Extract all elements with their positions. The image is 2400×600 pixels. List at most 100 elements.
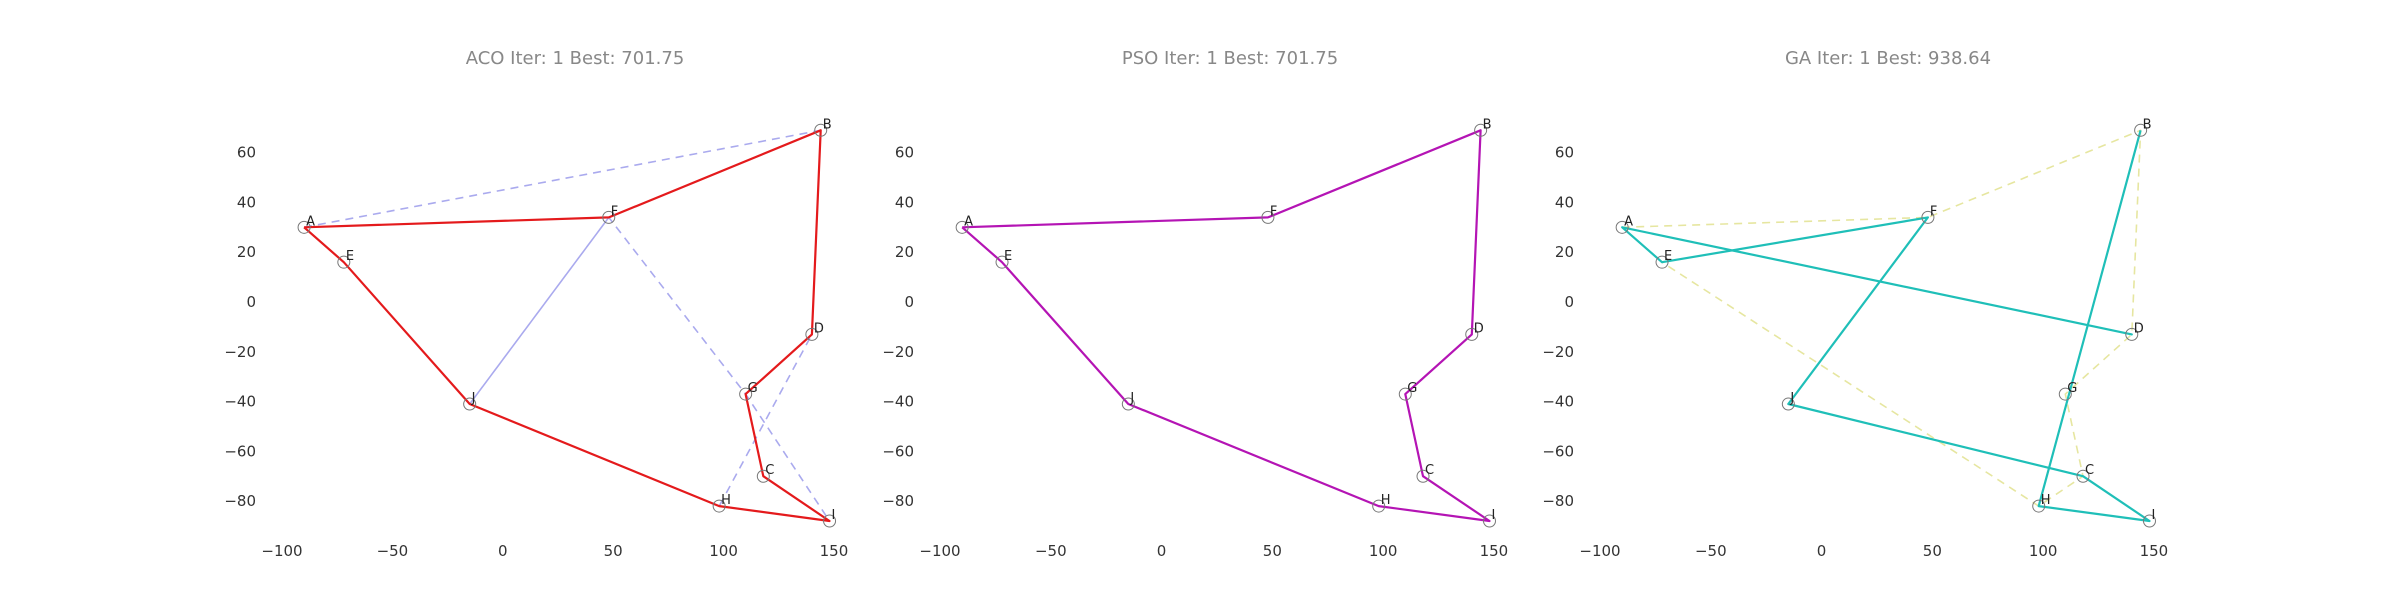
ga-city-label: E [1664,249,1672,264]
aco-city-label: F [611,204,618,219]
pso-xtick-label: −100 [919,542,960,560]
ga-city-marker [1655,255,1669,269]
pso-ytick-label: 0 [904,293,914,311]
pso-city-label: H [1381,493,1391,508]
pso-xtick-label: 150 [1480,542,1509,560]
aco-city-label: B [823,117,832,132]
pso-city-label: B [1483,117,1492,132]
aco-routes [303,129,831,523]
aco-ytick-label: 40 [237,193,256,211]
aco-city-label: I [832,508,836,523]
ga-city-label: D [2134,321,2144,336]
ga-city-marker [2058,387,2072,401]
aco-solid-route [303,129,831,523]
pso-solid-route [961,129,1491,523]
ga-city-label: C [2085,463,2094,478]
pso-cities: A B C D E F G H I J [955,117,1496,528]
aco-city-label: A [306,214,315,229]
aco-axes: −100 −50 0 50 100 150 60 40 20 0 −20 −40 −60 −80 [224,144,848,560]
aco-city-marker [463,397,477,411]
ga-xtick-label: 0 [1817,542,1827,560]
ga-title: GA Iter: 1 Best: 938.64 [1785,48,1991,69]
aco-city-marker [337,255,351,269]
ga-solid-route [1621,130,2151,523]
aco-city-marker [805,327,819,341]
pso-ytick-label: 40 [895,193,914,211]
ga-ytick-label: −80 [1542,492,1574,510]
aco-city-marker [823,514,837,528]
aco-ytick-label: 60 [237,144,256,162]
aco-city-marker [739,387,753,401]
pso-ytick-label: 20 [895,243,914,261]
aco-city-marker [756,469,770,483]
ga-xtick-label: −100 [1579,542,1620,560]
ga-city-marker [2142,514,2156,528]
ga-ytick-label: 40 [1555,193,1574,211]
aco-xtick-label: 100 [709,542,738,560]
aco-city-label: C [765,463,774,478]
pso-xtick-label: 50 [1263,542,1282,560]
aco-ytick-label: 20 [237,243,256,261]
aco-ytick-label: −60 [224,442,256,460]
ga-ytick-label: 0 [1564,293,1574,311]
pso-city-marker [955,220,969,234]
pso-ytick-label: −60 [882,442,914,460]
pso-city-marker [995,255,1009,269]
aco-city-marker [602,210,616,224]
pso-city-marker [1474,123,1488,137]
pso-axes: −100 −50 0 50 100 150 60 40 20 0 −20 −40 −60 −80 [882,144,1508,560]
aco-xtick-label: −100 [261,542,302,560]
pso-city-label: G [1407,381,1417,396]
panel-ga: GA Iter: 1 Best: 938.64 −100 −50 0 50 100 150… [1542,48,2168,560]
ga-city-marker [1921,210,1935,224]
pso-city-marker [1482,514,1496,528]
ga-city-label: I [2151,508,2155,523]
aco-ytick-label: 0 [246,293,256,311]
aco-ytick-label: −40 [224,393,256,411]
ga-city-marker [2032,499,2046,513]
aco-xtick-label: −50 [377,542,409,560]
ga-city-marker [2134,123,2148,137]
aco-title: ACO Iter: 1 Best: 701.75 [466,48,685,69]
ga-city-marker [2125,327,2139,341]
ga-ytick-label: −20 [1542,343,1574,361]
ga-routes [1621,129,2151,523]
pso-city-label: F [1270,204,1277,219]
pso-city-marker [1261,210,1275,224]
ga-city-label: F [1930,204,1937,219]
pso-city-label: J [1129,391,1134,406]
ga-ytick-label: −40 [1542,393,1574,411]
pso-xtick-label: −50 [1035,542,1067,560]
aco-xtick-label: 150 [820,542,849,560]
pso-city-marker [1465,327,1479,341]
aco-city-label: H [721,493,731,508]
ga-city-label: J [1789,391,1794,406]
aco-xtick-label: 50 [604,542,623,560]
aco-ytick-label: −20 [224,343,256,361]
aco-city-label: D [814,321,824,336]
aco-city-marker [712,499,726,513]
ga-xtick-label: 150 [2140,542,2169,560]
ga-xtick-label: 50 [1923,542,1942,560]
ga-city-marker [1781,397,1795,411]
aco-city-label: E [346,249,354,264]
pso-city-label: I [1491,508,1495,523]
ga-city-label: G [2067,381,2077,396]
ga-city-marker [2076,469,2090,483]
pso-city-label: A [964,214,973,229]
aco-city-label: J [471,391,476,406]
pso-xtick-label: 0 [1157,542,1167,560]
aco-cities: A B C D E F G H I J [297,117,837,528]
pso-city-marker [1372,499,1386,513]
panel-aco: ACO Iter: 1 Best: 701.75 −100 −50 0 50 100 15… [224,48,848,560]
pso-ytick-label: −80 [882,492,914,510]
pso-routes [961,129,1491,523]
aco-city-marker [297,220,311,234]
aco-dashed-route [303,129,831,522]
aco-xtick-label: 0 [498,542,508,560]
ga-xtick-label: −50 [1695,542,1727,560]
ga-dashed-route [1622,129,2142,507]
pso-city-label: E [1004,249,1012,264]
pso-ytick-label: −20 [882,343,914,361]
